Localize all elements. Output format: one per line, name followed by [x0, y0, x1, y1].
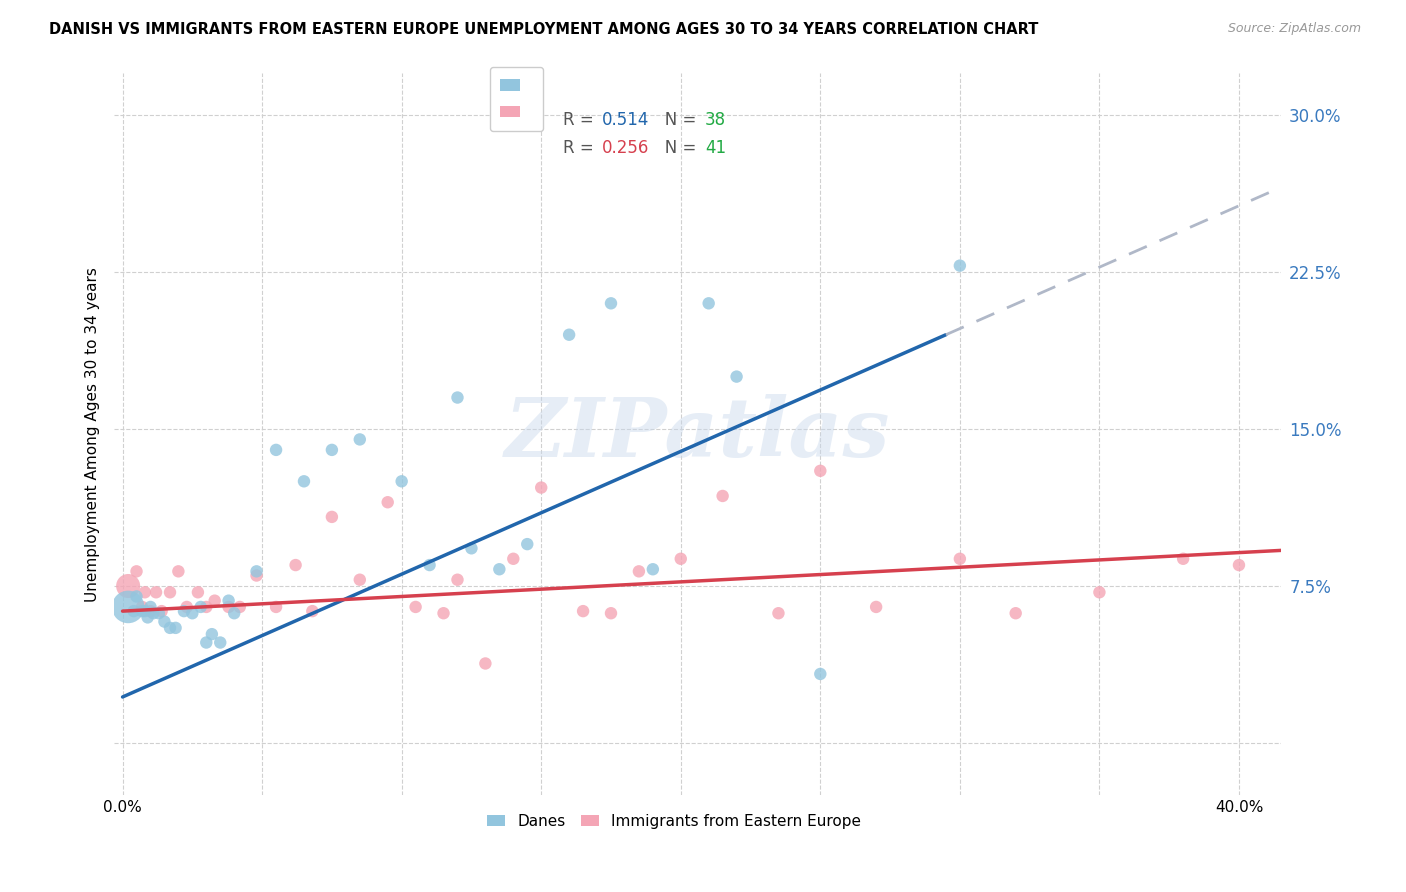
Point: [139, 604, 162, 618]
Point: [641, 562, 664, 576]
Point: [284, 558, 307, 572]
Point: [218, 593, 240, 607]
Point: [627, 565, 650, 579]
Text: R =: R =: [562, 111, 599, 128]
Point: [432, 606, 454, 620]
Point: [711, 489, 734, 503]
Text: 0.256: 0.256: [602, 139, 650, 157]
Point: [349, 433, 371, 447]
Point: [167, 565, 190, 579]
Point: [301, 604, 323, 618]
Point: [229, 599, 252, 614]
Point: [488, 562, 510, 576]
Point: [292, 475, 315, 489]
Point: [1227, 558, 1250, 572]
Text: 0.514: 0.514: [602, 111, 650, 128]
Point: [768, 606, 790, 620]
Text: 38: 38: [704, 111, 725, 128]
Point: [349, 573, 371, 587]
Text: N =: N =: [648, 111, 702, 128]
Point: [181, 606, 204, 620]
Point: [153, 615, 176, 629]
Point: [131, 604, 153, 618]
Point: [516, 537, 538, 551]
Point: [446, 391, 468, 405]
Point: [131, 599, 153, 614]
Text: N =: N =: [648, 139, 702, 157]
Point: [405, 599, 427, 614]
Point: [201, 627, 224, 641]
Point: [159, 621, 181, 635]
Legend: Danes, Immigrants from Eastern Europe: Danes, Immigrants from Eastern Europe: [481, 807, 868, 835]
Point: [391, 475, 413, 489]
Point: [321, 509, 343, 524]
Point: [195, 599, 218, 614]
Point: [136, 610, 159, 624]
Point: [117, 599, 139, 614]
Point: [224, 606, 246, 620]
Text: Source: ZipAtlas.com: Source: ZipAtlas.com: [1227, 22, 1361, 36]
Point: [195, 635, 218, 649]
Point: [446, 573, 468, 587]
Point: [725, 369, 748, 384]
Point: [264, 599, 287, 614]
Point: [502, 551, 524, 566]
Point: [148, 606, 170, 620]
Point: [125, 565, 148, 579]
Point: [530, 481, 553, 495]
Point: [150, 604, 173, 618]
Point: [321, 442, 343, 457]
Point: [572, 604, 595, 618]
Point: [145, 585, 167, 599]
Point: [865, 599, 887, 614]
Point: [419, 558, 441, 572]
Point: [122, 604, 145, 618]
Point: [173, 604, 195, 618]
Point: [808, 464, 831, 478]
Point: [209, 635, 232, 649]
Point: [669, 551, 692, 566]
Point: [176, 599, 198, 614]
Point: [245, 568, 267, 582]
Point: [165, 621, 187, 635]
Point: [134, 604, 156, 618]
Point: [204, 593, 226, 607]
Point: [159, 585, 181, 599]
Point: [245, 565, 267, 579]
Point: [377, 495, 399, 509]
Point: [1171, 551, 1194, 566]
Point: [117, 579, 139, 593]
Point: [460, 541, 482, 556]
Point: [600, 606, 623, 620]
Text: ZIPatlas: ZIPatlas: [505, 394, 890, 475]
Point: [1088, 585, 1111, 599]
Point: [949, 259, 972, 273]
Point: [949, 551, 972, 566]
Point: [264, 442, 287, 457]
Point: [125, 590, 148, 604]
Text: DANISH VS IMMIGRANTS FROM EASTERN EUROPE UNEMPLOYMENT AMONG AGES 30 TO 34 YEARS : DANISH VS IMMIGRANTS FROM EASTERN EUROPE…: [49, 22, 1039, 37]
Point: [134, 585, 156, 599]
Point: [187, 585, 209, 599]
Y-axis label: Unemployment Among Ages 30 to 34 years: Unemployment Among Ages 30 to 34 years: [86, 267, 100, 601]
Text: 41: 41: [704, 139, 725, 157]
Point: [600, 296, 623, 310]
Point: [139, 599, 162, 614]
Point: [1004, 606, 1026, 620]
Point: [558, 327, 581, 342]
Point: [474, 657, 496, 671]
Point: [697, 296, 720, 310]
Point: [190, 599, 212, 614]
Point: [808, 667, 831, 681]
Point: [142, 606, 165, 620]
Text: R =: R =: [562, 139, 599, 157]
Point: [218, 599, 240, 614]
